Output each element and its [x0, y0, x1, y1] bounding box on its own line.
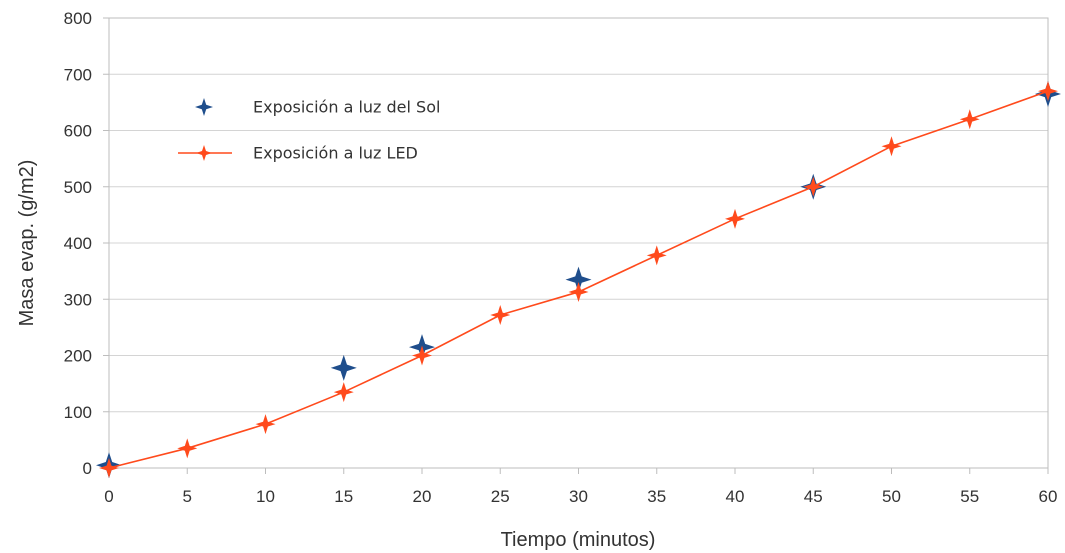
- y-tick-label: 800: [64, 9, 92, 28]
- x-tick-label: 50: [882, 487, 901, 506]
- legend-marker: [196, 145, 212, 161]
- y-tick-label: 100: [64, 403, 92, 422]
- legend: Exposición a luz del Sol Exposición a luz…: [178, 98, 440, 163]
- y-axis-title: Masa evap. (g/m2): [16, 160, 38, 327]
- grid: [109, 17, 1048, 413]
- y-tick-label: 700: [64, 65, 92, 84]
- data-point: [725, 208, 745, 229]
- y-tick-label: 0: [83, 459, 92, 478]
- legend-marker: [195, 98, 213, 116]
- data-point: [412, 345, 432, 366]
- x-tick-label: 25: [491, 487, 510, 506]
- data-point: [177, 438, 198, 459]
- data-point: [1038, 81, 1058, 102]
- x-tick-label: 40: [726, 487, 745, 506]
- x-tick-label: 0: [104, 487, 113, 506]
- x-tick-label: 60: [1039, 487, 1058, 506]
- series: [96, 80, 1061, 479]
- data-point: [646, 245, 667, 266]
- axes: 0 100 200 300 400 500 600 700 800 0 5 10 15 20 25 30 35 4…: [64, 9, 1058, 506]
- x-tick-label: 45: [804, 487, 823, 506]
- x-tick-label: 15: [334, 487, 353, 506]
- y-tick-label: 200: [64, 347, 92, 366]
- x-tick-label: 30: [569, 487, 588, 506]
- legend-item: Exposición a luz LED: [178, 144, 418, 163]
- x-tick-label: 10: [256, 487, 275, 506]
- x-tick-label: 35: [647, 487, 666, 506]
- x-tick-label: 55: [960, 487, 979, 506]
- series-2: [99, 81, 1058, 478]
- y-tick-label: 300: [64, 290, 92, 309]
- data-point: [568, 281, 589, 302]
- data-point: [255, 414, 276, 435]
- data-point: [490, 305, 511, 325]
- data-point: [330, 354, 357, 381]
- legend-item: Exposición a luz del Sol: [195, 98, 440, 117]
- data-point: [959, 109, 980, 130]
- legend-label: Exposición a luz LED: [253, 144, 418, 163]
- legend-label: Exposición a luz del Sol: [253, 98, 440, 117]
- data-point: [803, 176, 824, 197]
- y-tick-label: 400: [64, 234, 92, 253]
- data-point: [99, 458, 119, 478]
- data-point: [565, 266, 592, 293]
- series-1: [96, 80, 1061, 479]
- x-tick-label: 20: [413, 487, 432, 506]
- x-axis-title: Tiempo (minutos): [501, 529, 656, 551]
- y-tick-label: 500: [64, 178, 92, 197]
- data-point: [881, 136, 902, 157]
- x-tick-label: 5: [183, 487, 192, 506]
- data-point: [333, 382, 354, 403]
- y-tick-label: 600: [64, 122, 92, 141]
